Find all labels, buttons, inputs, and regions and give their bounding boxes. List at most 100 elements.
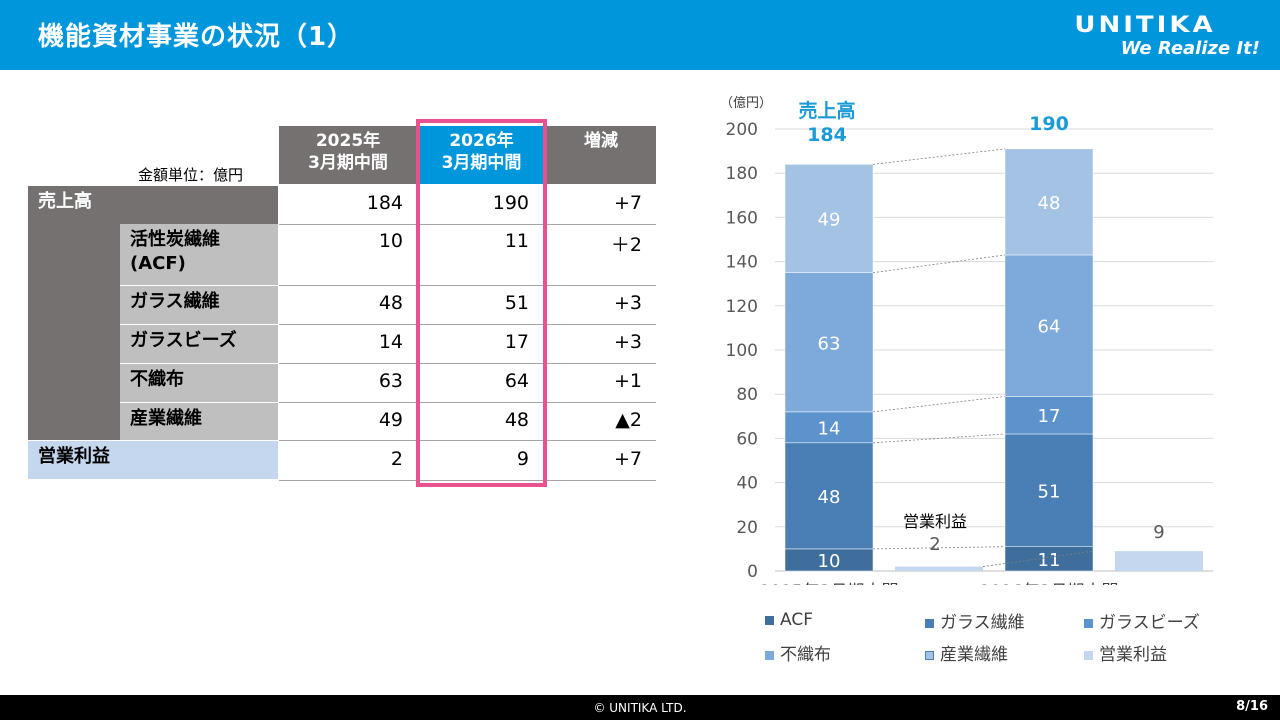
y-axis-label: （億円）: [720, 95, 772, 111]
sales-2026: 190: [492, 192, 529, 214]
row-segment-side-bg: [28, 224, 120, 440]
legend-swatch: [1084, 650, 1093, 660]
glass-beads-2025: 14: [378, 331, 403, 353]
connector-line: [872, 254, 1006, 274]
bar-4-0: [784, 164, 874, 273]
y-tick-label: 80: [736, 385, 758, 405]
header-2025-period: 3月期中間: [308, 153, 388, 173]
sep: [120, 285, 278, 286]
row-line: [279, 224, 656, 225]
bar-2-1: [1004, 396, 1094, 435]
bar-3-1: [1004, 254, 1094, 397]
legend-label: ガラスビーズ: [1099, 613, 1200, 633]
header-2026: 2026年 3月期中間: [420, 126, 543, 184]
glass-fiber-2025: 48: [378, 292, 403, 314]
acf-2025: 10: [378, 230, 403, 252]
header-2025-year: 2025年: [315, 131, 381, 151]
legend-item-glass-beads: ガラスビーズ: [1084, 608, 1200, 633]
legend-item-glass-fiber: ガラス繊維: [925, 608, 1025, 633]
highlight-2026-column: [416, 119, 547, 487]
row-sales-label-bg: [28, 186, 278, 224]
connector-line: [872, 396, 1006, 413]
legend-item-operating-profit: 営業利益: [1084, 640, 1167, 665]
bar-0-1: [1004, 546, 1094, 572]
industrial-fiber-2026: 48: [504, 409, 529, 431]
profit-2026: 9: [516, 448, 529, 470]
industrial-fiber-diff: ▲2: [615, 409, 642, 431]
logo: UNITIKA: [1074, 12, 1216, 38]
y-tick-label: 180: [726, 164, 758, 184]
acf-2026: 11: [504, 230, 529, 252]
y-tick-label: 120: [726, 297, 758, 317]
data-label: 49: [818, 210, 841, 231]
bar-4-1: [1004, 148, 1094, 256]
sep: [120, 324, 278, 325]
page-number: 8/16: [1236, 699, 1268, 714]
y-tick-label: 160: [726, 208, 758, 228]
profit-2025: 2: [390, 448, 403, 470]
data-label: 51: [1038, 481, 1061, 502]
page-title: 機能資材事業の状況（1）: [38, 22, 355, 52]
unit-label: 金額単位：億円: [138, 166, 244, 184]
nonwoven-diff: +1: [613, 370, 642, 392]
bar-1-0: [784, 442, 874, 550]
y-tick-label: 60: [736, 429, 758, 449]
row-line: [279, 324, 656, 325]
glass-fiber-diff: +3: [613, 292, 642, 314]
bar-1-1: [1004, 433, 1094, 547]
stacked-bar-chart: （億円） 0 20 40 60 80 100 120 140 160 180 200 10 48 14 63 4…: [720, 95, 1213, 585]
header-diff-label: 増減: [584, 131, 618, 151]
legend-item-industrial-fiber: 産業繊維: [925, 640, 1008, 665]
legend-item-nonwoven: 不織布: [765, 640, 831, 665]
total-label-2026: 190: [1029, 113, 1069, 135]
legend-label: 産業繊維: [940, 645, 1008, 665]
data-label: 63: [818, 333, 841, 354]
bar-2-0: [784, 411, 874, 444]
glass-fiber-2026: 51: [504, 292, 529, 314]
data-label: 48: [818, 487, 841, 508]
row-label-acf: 活性炭繊維 (ACF): [120, 224, 278, 285]
total-label-name: 売上高: [798, 99, 855, 122]
row-label-nonwoven: 不織布: [120, 364, 278, 402]
bar-profit-0: [895, 566, 983, 571]
header-2026-period: 3月期中間: [441, 153, 522, 173]
y-tick-label: 100: [726, 341, 758, 361]
legend-swatch: [925, 650, 934, 660]
row-label-glass-beads: ガラスビーズ: [120, 325, 278, 363]
data-label: 14: [818, 418, 841, 439]
y-tick-label: 200: [726, 120, 758, 140]
glass-beads-diff: +3: [613, 331, 642, 353]
y-tick-label: 40: [736, 474, 758, 494]
data-label: 17: [1038, 406, 1061, 427]
y-tick-label: 20: [736, 518, 758, 538]
row-label-operating-profit: 営業利益: [28, 441, 278, 479]
row-label-sales: 売上高: [38, 191, 92, 212]
logo-tagline: We Realize It!: [1120, 38, 1260, 59]
row-label-glass-fiber: ガラス繊維: [120, 286, 278, 324]
legend-item-acf: ACF: [765, 610, 813, 630]
y-tick-label: 140: [726, 253, 758, 273]
data-label: 64: [1038, 317, 1061, 338]
row-line: [279, 402, 656, 403]
header-bar: 機能資材事業の状況（1） UNITIKA We Realize It!: [0, 0, 1280, 70]
header-diff: 増減: [546, 126, 656, 184]
bar-3-0: [784, 272, 874, 413]
copyright: © UNITIKA LTD.: [593, 701, 687, 715]
sales-2025: 184: [366, 192, 403, 214]
legend-swatch: [1084, 618, 1093, 628]
row-label-industrial-fiber: 産業繊維: [120, 403, 278, 440]
legend-label: 不織布: [780, 645, 831, 665]
row-line: [279, 480, 656, 481]
profit-value-2026: 9: [1153, 522, 1164, 543]
profit-name-label: 営業利益: [903, 512, 967, 531]
data-label: 10: [818, 551, 841, 572]
bar-profit-1: [1115, 551, 1203, 571]
nonwoven-2026: 64: [504, 370, 529, 392]
legend-label: ACF: [780, 610, 813, 630]
sep: [120, 402, 278, 403]
legend-swatch: [925, 618, 934, 628]
connector-line: [982, 550, 1094, 567]
acf-diff: ＋2: [610, 234, 642, 256]
